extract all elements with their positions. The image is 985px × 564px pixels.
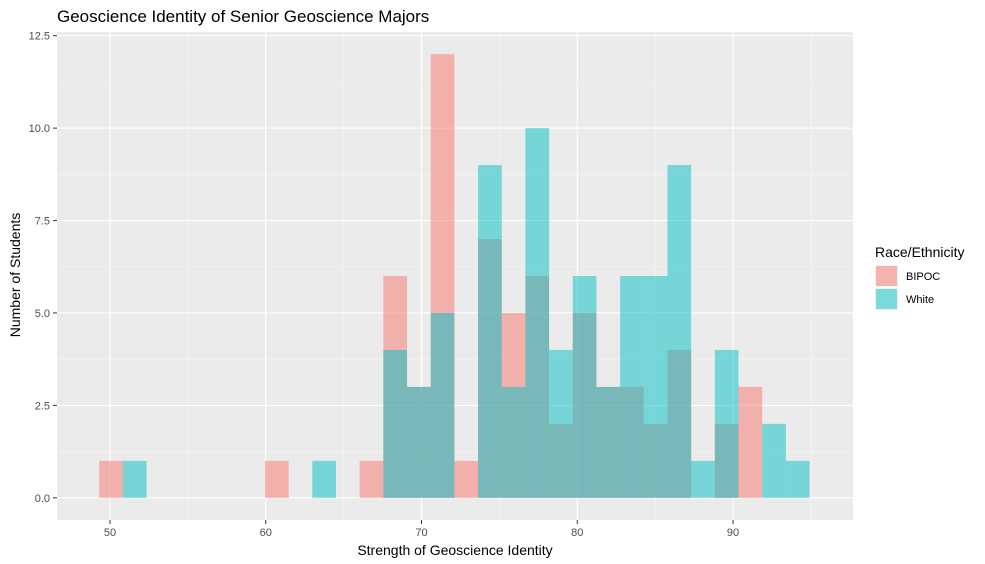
histogram-bar [667,165,692,498]
legend-swatch-white [876,289,897,309]
histogram-bar [99,460,123,498]
histogram-bar [501,386,526,498]
legend-label-bipoc: BIPOC [906,271,940,283]
histogram-bar [525,128,550,498]
x-tick-label: 50 [104,527,116,539]
y-tick-label: 5.0 [35,308,50,320]
histogram-bar [359,460,384,498]
x-tick-label: 70 [415,527,427,539]
series-white [122,128,810,498]
histogram-bar [691,460,715,498]
histogram-bar [620,276,644,498]
y-tick-label: 12.5 [29,31,50,43]
histogram-bar [738,386,763,498]
x-axis-ticks: 50 60 70 80 90 [104,520,739,539]
histogram-bar [383,349,408,498]
histogram-bar [407,386,431,498]
x-tick-label: 60 [260,527,272,539]
x-axis-title: Strength of Geoscience Identity [357,542,552,558]
legend: Race/Ethnicity BIPOC White [875,244,964,310]
histogram-bar [643,276,668,498]
histogram-bar [312,460,336,498]
x-tick-label: 80 [571,527,583,539]
histogram-bar [264,460,289,498]
y-axis-title: Number of Students [7,213,23,338]
histogram-bar [122,460,147,498]
histogram-bar [549,349,573,498]
y-tick-label: 10.0 [29,123,50,135]
histogram-bar [596,386,621,498]
x-tick-label: 90 [727,527,739,539]
histogram-bar [762,423,786,498]
histogram-bars [99,54,810,498]
histogram-bar [430,312,455,498]
histogram-bar [785,460,810,498]
legend-label-white: White [906,294,934,306]
chart-title: Geoscience Identity of Senior Geoscience… [57,7,429,26]
y-axis-ticks: 0.0 2.5 5.0 7.5 10.0 12.5 [29,31,57,505]
legend-swatch-bipoc [876,266,897,286]
y-tick-label: 7.5 [35,216,50,228]
legend-title: Race/Ethnicity [875,244,964,260]
y-tick-label: 0.0 [35,493,50,505]
histogram-bar [572,276,597,498]
histogram-bar [714,349,739,498]
histogram-bar [478,165,502,498]
y-tick-label: 2.5 [35,400,50,412]
histogram-bar [454,460,479,498]
